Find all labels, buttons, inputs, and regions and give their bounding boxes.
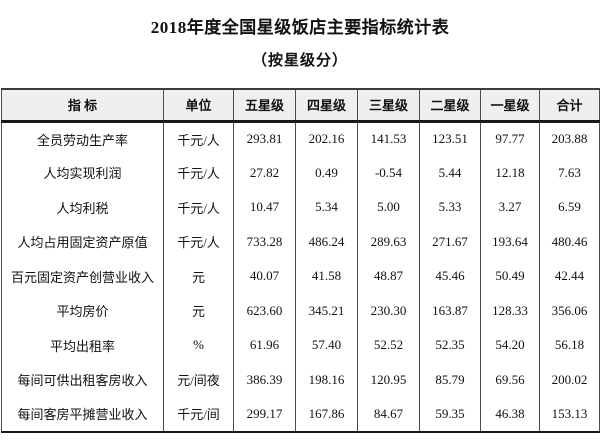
value-cell: 386.39: [233, 362, 296, 397]
indicator-cell: 平均房价: [1, 293, 164, 328]
table-body: 全员劳动生产率 千元/人 293.81 202.16 141.53 123.51 97.77…: [1, 121, 600, 433]
value-cell: 200.02: [539, 362, 600, 397]
value-cell: 128.33: [480, 293, 540, 328]
indicator-cell: 每间可供出租客房收入: [1, 362, 164, 397]
page-subtitle: （按星级分）: [251, 53, 348, 69]
table-row: 每间客房平摊营业收入 千元/间 299.17 167.86 84.67 59.35 46.3…: [1, 397, 600, 433]
value-cell: 271.67: [419, 224, 481, 259]
value-cell: 5.00: [357, 190, 420, 225]
unit-cell: 千元/人: [163, 190, 234, 225]
unit-cell: %: [163, 328, 234, 363]
value-cell: 27.82: [233, 155, 296, 190]
value-cell: 230.30: [357, 293, 420, 328]
value-cell: 69.56: [480, 362, 540, 397]
value-cell: 299.17: [233, 397, 296, 433]
value-cell: 733.28: [233, 224, 296, 259]
value-cell: 97.77: [480, 121, 540, 156]
page-title: 2018年度全国星级饭店主要指标统计表: [150, 18, 450, 37]
value-cell: 345.21: [295, 293, 358, 328]
value-cell: 480.46: [539, 224, 600, 259]
value-cell: 61.96: [233, 328, 296, 363]
value-cell: 202.16: [295, 121, 358, 156]
value-cell: 40.07: [233, 259, 296, 294]
value-cell: 85.79: [419, 362, 481, 397]
column-header: 指 标: [1, 88, 164, 123]
value-cell: 289.63: [357, 224, 420, 259]
table-row: 平均房价元 623.60 345.21 230.30 163.87 128.33 356.0…: [1, 293, 600, 328]
table-row: 平均出租率% 61.96 57.40 52.52 52.35 54.20 56.18: [1, 328, 600, 363]
value-cell: 7.63: [539, 155, 600, 190]
column-header: 合计: [539, 88, 600, 123]
table-row: 人均占用固定资产原值 千元/人 733.28 486.24 289.63 271.67 19…: [1, 224, 600, 259]
value-cell: 163.87: [419, 293, 481, 328]
unit-cell: 千元/人: [163, 224, 234, 259]
column-header: 四星级: [295, 88, 358, 123]
column-header: 三星级: [357, 88, 420, 123]
value-cell: 45.46: [419, 259, 481, 294]
table-row: 人均实现利润 千元/人 27.82 0.49 -0.54 5.44 12.18 7.63: [1, 155, 600, 190]
value-cell: 50.49: [480, 259, 540, 294]
column-header: 单位: [163, 88, 234, 123]
value-cell: 6.59: [539, 190, 600, 225]
indicator-cell: 平均出租率: [1, 328, 164, 363]
value-cell: 52.35: [419, 328, 481, 363]
unit-cell: 千元/人: [163, 121, 234, 156]
unit-cell: 元: [163, 259, 234, 294]
value-cell: 120.95: [357, 362, 420, 397]
unit-cell: 元/间夜: [163, 362, 234, 397]
value-cell: 198.16: [295, 362, 358, 397]
table-row: 全员劳动生产率 千元/人 293.81 202.16 141.53 123.51 97.77…: [1, 121, 600, 156]
value-cell: 153.13: [539, 397, 600, 433]
column-header: 二星级: [419, 88, 481, 123]
indicator-cell: 人均实现利润: [1, 155, 164, 190]
value-cell: 167.86: [295, 397, 358, 433]
value-cell: 5.34: [295, 190, 358, 225]
unit-cell: 千元/间: [163, 397, 234, 433]
indicator-cell: 每间客房平摊营业收入: [1, 397, 164, 433]
value-cell: 203.88: [539, 121, 600, 156]
value-cell: 486.24: [295, 224, 358, 259]
value-cell: 59.35: [419, 397, 481, 433]
value-cell: 5.44: [419, 155, 481, 190]
column-header: 一星级: [480, 88, 540, 123]
value-cell: 12.18: [480, 155, 540, 190]
statistics-table: 指 标单位 五星级 四星级 三星级 二星级 一星级 合计 全员劳动生产率 千元/人 293.81…: [1, 88, 600, 433]
value-cell: 10.47: [233, 190, 296, 225]
unit-cell: 千元/人: [163, 155, 234, 190]
value-cell: 141.53: [357, 121, 420, 156]
value-cell: 356.06: [539, 293, 600, 328]
table-row: 每间可供出租客房收入 元/间夜 386.39 198.16 120.95 85.79 69.…: [1, 362, 600, 397]
value-cell: 56.18: [539, 328, 600, 363]
value-cell: 123.51: [419, 121, 481, 156]
value-cell: 193.64: [480, 224, 540, 259]
value-cell: 46.38: [480, 397, 540, 433]
value-cell: 623.60: [233, 293, 296, 328]
value-cell: 41.58: [295, 259, 358, 294]
value-cell: 54.20: [480, 328, 540, 363]
value-cell: 57.40: [295, 328, 358, 363]
value-cell: 42.44: [539, 259, 600, 294]
value-cell: 293.81: [233, 121, 296, 156]
value-cell: 84.67: [357, 397, 420, 433]
table-header-row: 指 标单位 五星级 四星级 三星级 二星级 一星级 合计: [1, 88, 600, 123]
indicator-cell: 百元固定资产创营业收入: [1, 259, 164, 294]
value-cell: -0.54: [357, 155, 420, 190]
table-row: 百元固定资产创营业收入元 40.07 41.58 48.87 45.46 50.49 42.…: [1, 259, 600, 294]
column-header: 五星级: [233, 88, 296, 123]
value-cell: 3.27: [480, 190, 540, 225]
indicator-cell: 人均占用固定资产原值: [1, 224, 164, 259]
unit-cell: 元: [163, 293, 234, 328]
value-cell: 5.33: [419, 190, 481, 225]
value-cell: 52.52: [357, 328, 420, 363]
value-cell: 48.87: [357, 259, 420, 294]
table-row: 人均利税 千元/人 10.47 5.34 5.00 5.33 3.27 6.59: [1, 190, 600, 225]
indicator-cell: 全员劳动生产率: [1, 121, 164, 156]
indicator-cell: 人均利税: [1, 190, 164, 225]
value-cell: 0.49: [295, 155, 358, 190]
